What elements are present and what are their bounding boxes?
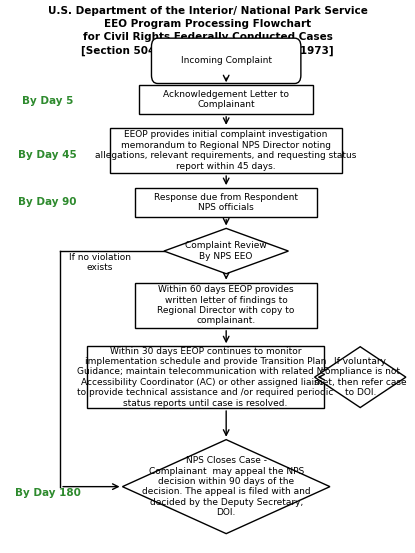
Polygon shape [164,228,288,274]
Text: Response due from Respondent
NPS officials: Response due from Respondent NPS officia… [154,192,298,212]
Text: By Day 45: By Day 45 [18,150,77,160]
Text: By Day 180: By Day 180 [15,488,81,498]
Polygon shape [122,440,330,534]
Text: EEOP provides initial complaint investigation
memorandum to Regional NPS Directo: EEOP provides initial complaint investig… [95,131,357,170]
Text: If no violation
exists: If no violation exists [68,253,131,273]
Text: By Day 5: By Day 5 [22,96,73,106]
FancyBboxPatch shape [135,283,317,328]
FancyBboxPatch shape [135,188,317,217]
Text: Complaint Review
By NPS EEO: Complaint Review By NPS EEO [186,241,267,261]
Text: By Day 90: By Day 90 [19,197,77,207]
Text: Within 60 days EEOP provides
written letter of findings to
Regional Director wit: Within 60 days EEOP provides written let… [157,285,295,325]
Text: If voluntary
compliance is not
met, then refer case
to DOI.: If voluntary compliance is not met, then… [314,357,407,397]
FancyBboxPatch shape [110,128,342,173]
Text: Within 30 days EEOP continues to monitor
implementation schedule and provide Tra: Within 30 days EEOP continues to monitor… [77,347,334,408]
Polygon shape [315,347,406,408]
FancyBboxPatch shape [151,38,301,84]
FancyBboxPatch shape [87,346,324,408]
Text: EEO Program Processing Flowchart: EEO Program Processing Flowchart [104,19,311,29]
Text: NPS Closes Case -
Complainant  may appeal the NPS
decision within 90 days of the: NPS Closes Case - Complainant may appeal… [142,456,310,517]
Text: [Section 504 of Rehabilitation Act of 1973]: [Section 504 of Rehabilitation Act of 19… [81,45,334,56]
Text: U.S. Department of the Interior/ National Park Service: U.S. Department of the Interior/ Nationa… [48,6,367,15]
Text: Incoming Complaint: Incoming Complaint [181,56,272,65]
Text: Acknowledgement Letter to
Complainant: Acknowledgement Letter to Complainant [163,90,289,109]
Text: for Civil Rights Federally Conducted Cases: for Civil Rights Federally Conducted Cas… [83,32,332,42]
FancyBboxPatch shape [139,85,313,114]
